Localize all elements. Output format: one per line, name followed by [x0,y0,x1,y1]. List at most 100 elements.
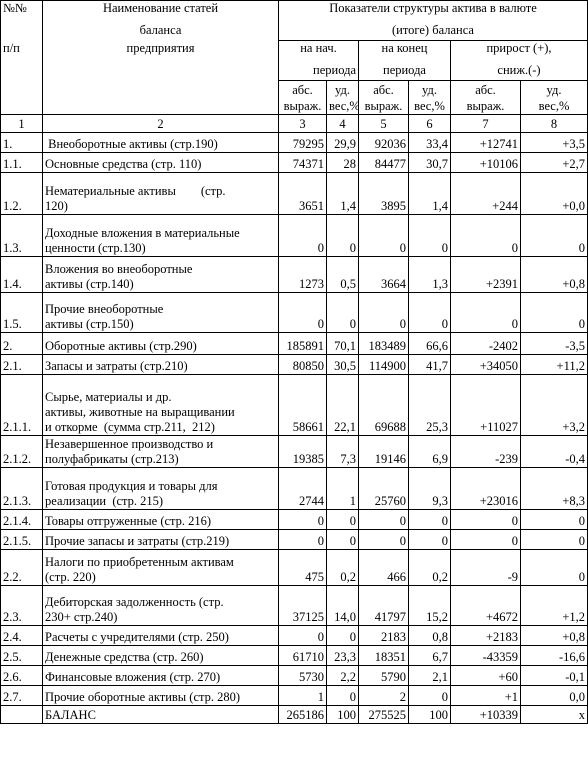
row-value: 2183 [358,625,409,646]
row-value: 185891 [278,332,327,355]
row-name: Основные средства (стр. 110) [42,152,279,173]
row-name-line: Запасы и затраты (стр.210) [45,359,188,373]
row-name: Незавершенное производство и полуфабрикат… [42,435,279,468]
row-value: 23,3 [326,645,359,666]
row-value: 183489 [358,332,409,355]
row-value: 2,1 [408,665,451,686]
table-row: БАЛАНС 265186 100 275525 100 +10339 х [0,705,588,724]
row-value: 0 [326,529,359,550]
row-name: Прочие внеоборотные активы (стр.150) [42,292,279,333]
header-name-line1: Наименование статей [42,0,279,23]
row-number: 1.2. [0,172,43,215]
row-name-line: активы (стр.150) [45,317,134,331]
header-ud-line1: уд. [408,80,451,98]
row-number: 2.1.3. [0,467,43,510]
table-row: 2.3. Дебиторская задолженность (стр. 230+ … [0,585,588,626]
header-abs-line2: выраж. [358,97,409,115]
row-value: 1,3 [408,256,451,293]
row-name: Доходные вложения в материальные ценности… [42,214,279,257]
row-value: 92036 [358,132,409,153]
header-ud-line2: вес,% [408,97,451,115]
table-row: 2.5. Денежные средства (стр. 260) 61710 23,… [0,645,588,666]
header-ud-line2: вес,% [326,97,359,115]
row-value: 1,4 [408,172,451,215]
row-name-line: Незавершенное производство и [45,437,214,451]
row-value: +4672 [450,585,521,626]
header-abs-line2: выраж. [278,97,327,115]
row-name-line: Вложения во внеоборотные [45,262,193,276]
row-value: 80850 [278,354,327,375]
table-row: 1.5. Прочие внеоборотные активы (стр.150) 0… [0,292,588,333]
row-name: Расчеты с учредителями (стр. 250) [42,625,279,646]
row-name-line: полуфабрикаты (стр.213) [45,452,179,466]
row-name-line: Расчеты с учредителями (стр. 250) [45,630,229,644]
table-row: 2.1. Запасы и затраты (стр.210) 80850 30,5 1… [0,354,588,375]
row-value: 0 [278,214,327,257]
row-value: 1,4 [326,172,359,215]
row-value: 466 [358,549,409,586]
row-value: 2 [358,685,409,706]
row-value: +60 [450,665,521,686]
row-number: 1.4. [0,256,43,293]
row-number: 2.3. [0,585,43,626]
column-number: 8 [520,114,588,133]
row-value: 1273 [278,256,327,293]
row-value: 100 [326,705,359,724]
row-name: БАЛАНС [42,705,279,724]
row-name: Готовая продукция и товары для реализации… [42,467,279,510]
row-value: 61710 [278,645,327,666]
row-value: 265186 [278,705,327,724]
header-end-line1: на конец [358,40,451,63]
row-value: 41797 [358,585,409,626]
row-value: 0 [520,292,588,333]
row-value: +244 [450,172,521,215]
row-number: 1. [0,132,43,153]
column-number: 3 [278,114,327,133]
header-abs-line1: абс. [450,80,521,98]
row-name-line: ценности (стр.130) [45,241,146,255]
row-name: Прочие запасы и затраты (стр.219) [42,529,279,550]
table-row: 1.2. Нематериальные активы (стр. 120) 3651 1… [0,172,588,215]
row-name-line: Прочие запасы и затраты (стр.219) [45,534,230,548]
row-value: +11027 [450,374,521,436]
row-value: 3651 [278,172,327,215]
row-value: 58661 [278,374,327,436]
row-value: 41,7 [408,354,451,375]
row-name: Сырье, материалы и др. активы, животные н… [42,374,279,436]
table-row: 2.1.4. Товары отгруженные (стр. 216) 0 0 0 0 0… [0,509,588,530]
row-name: Запасы и затраты (стр.210) [42,354,279,375]
header-abs-line1: абс. [278,80,327,98]
row-number: 1.5. [0,292,43,333]
header-name-line2: баланса [42,22,279,41]
header-begin-line2: периода [278,62,359,81]
row-value: 19385 [278,435,327,468]
row-value: 0,0 [520,685,588,706]
row-value: 0 [520,549,588,586]
row-value: +8,3 [520,467,588,510]
row-name: Налоги по приобретенным активам (стр. 220… [42,549,279,586]
row-name: Товары отгруженные (стр. 216) [42,509,279,530]
row-value: 0 [408,292,451,333]
table-row: 2.1.3. Готовая продукция и товары для реал… [0,467,588,510]
row-value: 33,4 [408,132,451,153]
row-name: Оборотные активы (стр.290) [42,332,279,355]
row-value: +2,7 [520,152,588,173]
row-value: 25,3 [408,374,451,436]
row-value: +0,8 [520,256,588,293]
header-indicators-line2: (итоге) баланса [278,22,588,41]
header-num-sign: №№ [0,0,43,23]
table-row: 2.2. Налоги по приобретенным активам (стр.… [0,549,588,586]
row-name-line: активы, животные на выращивании [45,405,235,419]
header-end-line2: периода [358,62,451,81]
row-value: +2183 [450,625,521,646]
row-value: +3,5 [520,132,588,153]
row-value: 15,2 [408,585,451,626]
header-abs-line2: выраж. [450,97,521,115]
row-name-line: Налоги по приобретенным активам [45,555,234,569]
row-name-line: Доходные вложения в материальные [45,226,240,240]
row-value: 0 [408,509,451,530]
row-value: 0 [450,214,521,257]
row-value: -16,6 [520,645,588,666]
table-row: 1.4. Вложения во внеоборотные активы (стр.… [0,256,588,293]
header-name-line3: предприятия [42,40,279,63]
